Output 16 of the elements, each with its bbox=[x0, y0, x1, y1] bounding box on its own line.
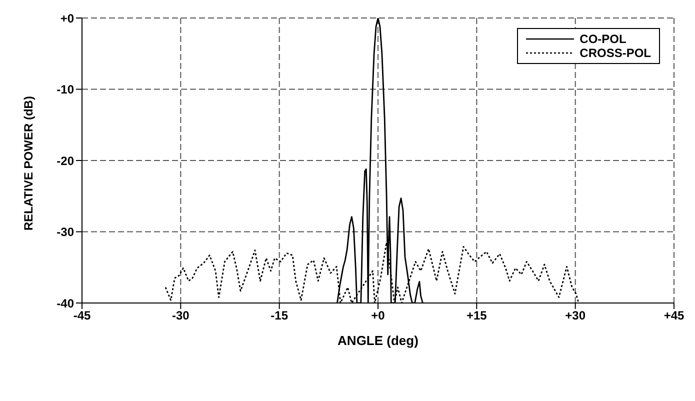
y-tick-label: +0 bbox=[60, 11, 74, 26]
x-tick-label: +15 bbox=[466, 308, 488, 323]
x-tick-label: +30 bbox=[565, 308, 586, 323]
x-axis-title: ANGLE (deg) bbox=[338, 333, 418, 348]
x-tick-label: +45 bbox=[664, 308, 684, 323]
y-tick-label: -30 bbox=[56, 225, 74, 240]
y-tick-label: -20 bbox=[56, 154, 74, 168]
y-tick-label: -40 bbox=[56, 296, 74, 310]
x-tick-label: -30 bbox=[172, 308, 190, 323]
legend-label: CROSS-POL bbox=[580, 46, 651, 60]
y-tick-label: -10 bbox=[56, 82, 74, 97]
legend-label: CO-POL bbox=[580, 32, 626, 46]
x-tick-label: -15 bbox=[270, 308, 288, 323]
x-tick-label: -45 bbox=[73, 308, 91, 323]
x-tick-label: +0 bbox=[371, 308, 386, 323]
y-axis-title: RELATIVE POWER (dB) bbox=[21, 96, 36, 230]
